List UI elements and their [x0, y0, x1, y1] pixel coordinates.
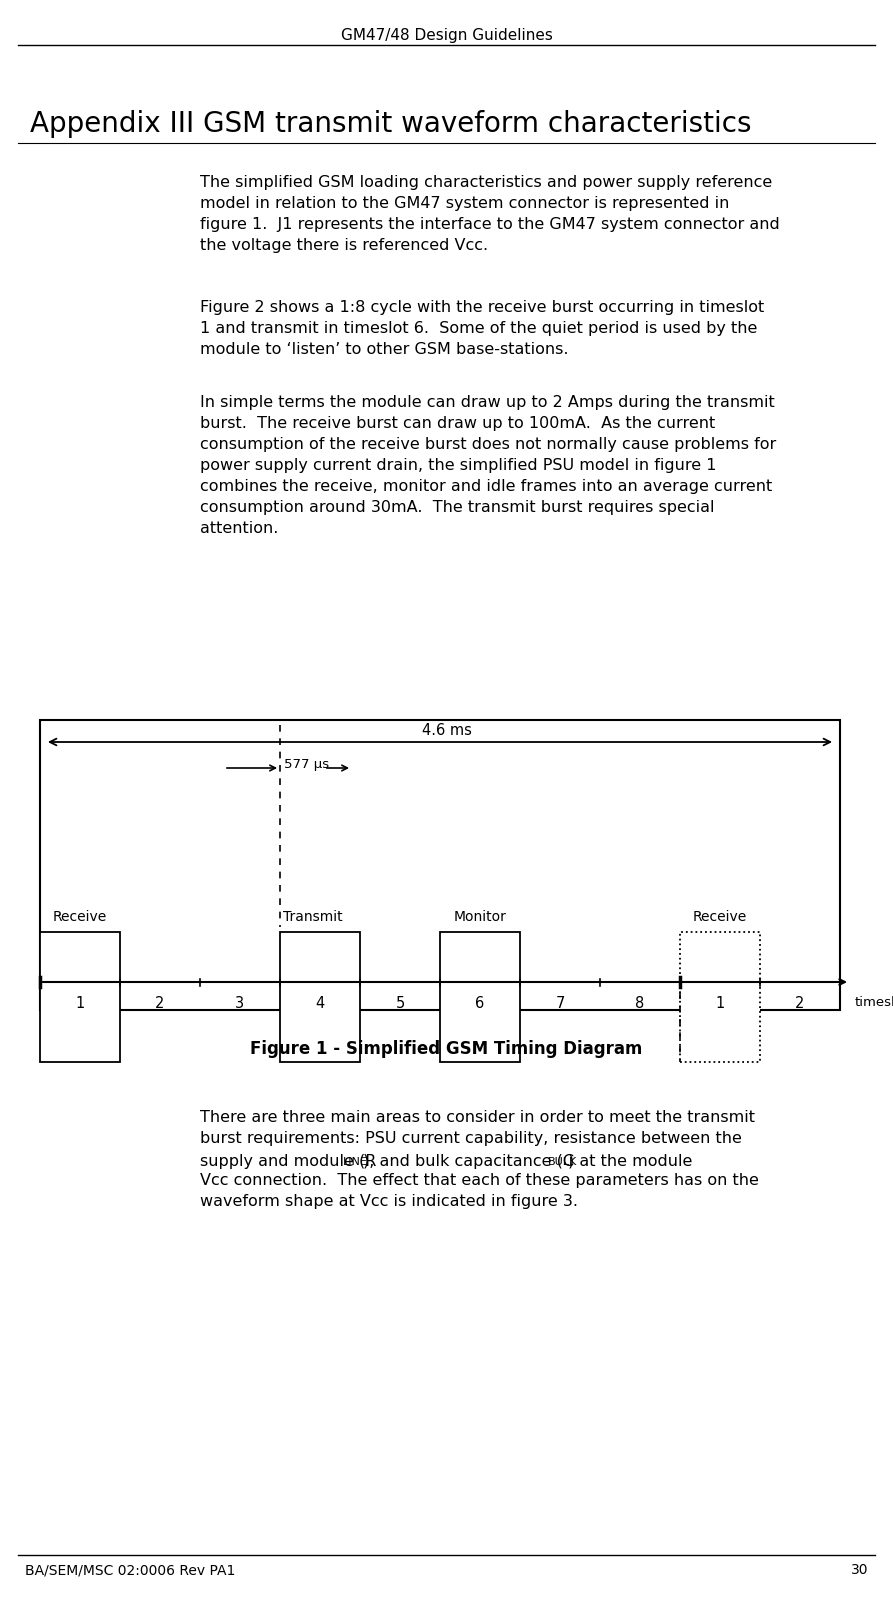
Text: There are three main areas to consider in order to meet the transmit: There are three main areas to consider i… — [200, 1110, 755, 1124]
Text: 1: 1 — [715, 997, 724, 1011]
Text: ) at the module: ) at the module — [568, 1155, 692, 1169]
Text: Receive: Receive — [53, 910, 107, 925]
Text: consumption around 30mA.  The transmit burst requires special: consumption around 30mA. The transmit bu… — [200, 500, 714, 514]
Text: 4.6 ms: 4.6 ms — [421, 723, 472, 738]
Text: 30: 30 — [850, 1563, 868, 1576]
Text: burst requirements: PSU current capability, resistance between the: burst requirements: PSU current capabili… — [200, 1131, 742, 1147]
Text: 2: 2 — [796, 997, 805, 1011]
Bar — [680, 933, 760, 1062]
Text: Monitor: Monitor — [454, 910, 506, 925]
Text: Transmit: Transmit — [283, 910, 343, 925]
Text: ), and bulk capacitance (C: ), and bulk capacitance (C — [363, 1155, 573, 1169]
Text: 2: 2 — [155, 997, 164, 1011]
Text: 7: 7 — [555, 997, 564, 1011]
Text: consumption of the receive burst does not normally cause problems for: consumption of the receive burst does no… — [200, 438, 776, 452]
Text: 5: 5 — [396, 997, 405, 1011]
Text: 1 and transmit in timeslot 6.  Some of the quiet period is used by the: 1 and transmit in timeslot 6. Some of th… — [200, 321, 757, 335]
Text: Figure 2 shows a 1:8 cycle with the receive burst occurring in timeslot: Figure 2 shows a 1:8 cycle with the rece… — [200, 300, 764, 315]
Text: figure 1.  J1 represents the interface to the GM47 system connector and: figure 1. J1 represents the interface to… — [200, 217, 780, 232]
Text: In simple terms the module can draw up to 2 Amps during the transmit: In simple terms the module can draw up t… — [200, 394, 775, 410]
Text: 6: 6 — [475, 997, 485, 1011]
Text: Receive: Receive — [693, 910, 747, 925]
Text: waveform shape at Vcc is indicated in figure 3.: waveform shape at Vcc is indicated in fi… — [200, 1195, 578, 1209]
Text: Appendix III GSM transmit waveform characteristics: Appendix III GSM transmit waveform chara… — [30, 110, 752, 137]
Text: 577 µs: 577 µs — [284, 759, 330, 771]
Bar — [40, 933, 120, 1062]
Text: The simplified GSM loading characteristics and power supply reference: The simplified GSM loading characteristi… — [200, 176, 772, 190]
Text: Vcc connection.  The effect that each of these parameters has on the: Vcc connection. The effect that each of … — [200, 1174, 759, 1188]
Text: model in relation to the GM47 system connector is represented in: model in relation to the GM47 system con… — [200, 196, 730, 211]
Text: 4: 4 — [315, 997, 325, 1011]
Text: module to ‘listen’ to other GSM base-stations.: module to ‘listen’ to other GSM base-sta… — [200, 342, 569, 358]
Text: 8: 8 — [636, 997, 645, 1011]
Text: the voltage there is referenced Vcc.: the voltage there is referenced Vcc. — [200, 238, 488, 252]
Text: BULK: BULK — [548, 1156, 577, 1167]
Text: 3: 3 — [236, 997, 245, 1011]
Text: combines the receive, monitor and idle frames into an average current: combines the receive, monitor and idle f… — [200, 479, 772, 493]
Text: 1: 1 — [75, 997, 85, 1011]
Text: supply and module (R: supply and module (R — [200, 1155, 376, 1169]
Bar — [440, 933, 520, 1062]
Text: BA/SEM/MSC 02:0006 Rev PA1: BA/SEM/MSC 02:0006 Rev PA1 — [25, 1563, 236, 1576]
Text: LINE: LINE — [343, 1156, 368, 1167]
Bar — [280, 933, 360, 1062]
Text: Figure 1 - Simplified GSM Timing Diagram: Figure 1 - Simplified GSM Timing Diagram — [250, 1040, 643, 1057]
Text: timeslot: timeslot — [855, 997, 893, 1009]
Text: GM47/48 Design Guidelines: GM47/48 Design Guidelines — [340, 29, 553, 43]
Text: power supply current drain, the simplified PSU model in figure 1: power supply current drain, the simplifi… — [200, 458, 716, 473]
Text: attention.: attention. — [200, 521, 279, 537]
Text: burst.  The receive burst can draw up to 100mA.  As the current: burst. The receive burst can draw up to … — [200, 415, 715, 431]
Bar — [40, 720, 840, 1009]
